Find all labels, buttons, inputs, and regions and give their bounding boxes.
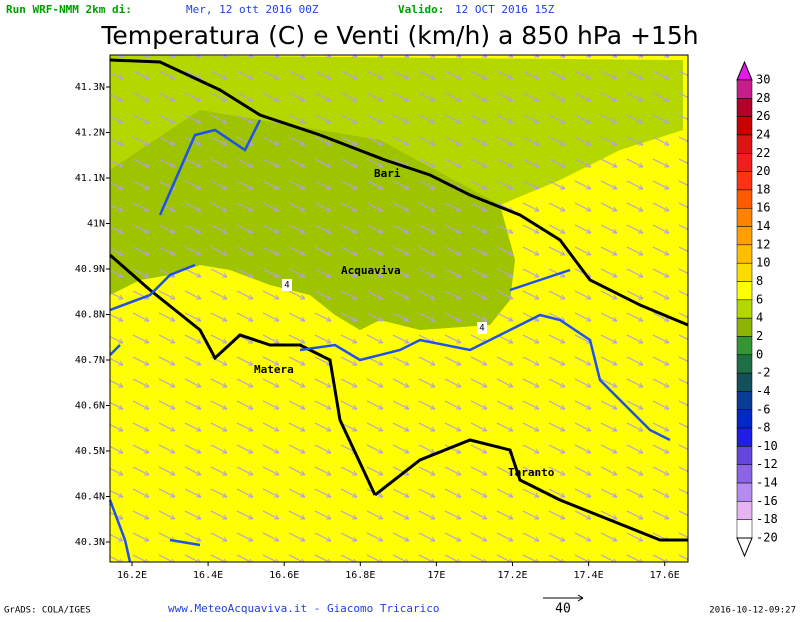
colorbar-segment (736, 427, 753, 447)
colorbar-label: 24 (756, 127, 770, 141)
colorbar-segment (736, 116, 753, 136)
colorbar-label: 14 (756, 219, 770, 233)
colorbar-label: -8 (756, 421, 770, 435)
colorbar-label: -18 (756, 512, 778, 526)
lat-label: 41.2N (75, 128, 105, 139)
colorbar-label: 30 (756, 73, 770, 87)
run-label: Run WRF-NMM 2km di: (6, 3, 132, 16)
colorbar-label: -12 (756, 457, 778, 471)
colorbar-segment (736, 464, 753, 484)
colorbar-label: -16 (756, 494, 778, 508)
colorbar-segment (736, 189, 753, 209)
lon-label: 17E (427, 570, 445, 581)
colorbar-segment (736, 482, 753, 502)
lat-label: 40.5N (75, 446, 105, 457)
colorbar-segment (736, 519, 753, 539)
colorbar-label: 4 (756, 311, 763, 325)
colorbar-label: 16 (756, 201, 770, 215)
colorbar-label: 0 (756, 347, 763, 361)
credits: GrADS: COLA/IGES (4, 606, 91, 616)
lat-label: 40.9N (75, 264, 105, 275)
colorbar-label: 6 (756, 292, 763, 306)
colorbar-label: 12 (756, 237, 770, 251)
colorbar-label: 20 (756, 164, 770, 178)
lon-label: 17.2E (497, 570, 527, 581)
colorbar-bottom (736, 537, 753, 558)
colorbar-label: 10 (756, 256, 770, 270)
colorbar-label: -4 (756, 384, 770, 398)
site: www.MeteoAcquaviva.it - Giacomo Tricaric… (168, 602, 440, 615)
map (108, 54, 689, 563)
wind-scale: 40 (555, 602, 571, 617)
colorbar-segment (736, 501, 753, 520)
lon-label: 16.6E (269, 570, 299, 581)
lon-label: 16.4E (193, 570, 223, 581)
title: Temperatura (C) e Venti (km/h) a 850 hPa… (100, 21, 698, 50)
colorbar-top (736, 60, 753, 81)
colorbar: 302826242220181614121086420-2-4-6-8-10-1… (736, 60, 778, 558)
lat-label: 41.3N (75, 82, 105, 93)
contour-label-bg (282, 279, 292, 291)
colorbar-segment (736, 281, 753, 301)
colorbar-label: -6 (756, 402, 770, 416)
colorbar-label: 28 (756, 91, 770, 105)
colorbar-segment (736, 226, 753, 246)
lon-label: 16.8E (345, 570, 375, 581)
colorbar-segment (736, 171, 753, 191)
lat-label: 40.7N (75, 355, 105, 366)
valid-date: 12 OCT 2016 15Z (455, 3, 555, 16)
colorbar-label: -20 (756, 531, 778, 545)
colorbar-label: 18 (756, 182, 770, 196)
lon-label: 16.2E (117, 570, 147, 581)
colorbar-segment (736, 317, 753, 337)
city-label: Bari (374, 167, 401, 180)
lat-label: 41.1N (75, 173, 105, 184)
colorbar-segment (736, 336, 753, 356)
colorbar-segment (736, 354, 753, 374)
colorbar-label: -10 (756, 439, 778, 453)
lat-label: 41N (87, 219, 105, 230)
city-label: Acquaviva (341, 264, 401, 277)
colorbar-label: 22 (756, 146, 770, 160)
valid-label: Valido: (398, 3, 444, 16)
colorbar-segment (736, 207, 753, 227)
colorbar-segment (736, 134, 753, 154)
lat-label: 40.6N (75, 401, 105, 412)
colorbar-segment (736, 391, 753, 411)
lon-label: 17.6E (650, 570, 680, 581)
colorbar-segment (736, 98, 753, 117)
wind-scale-arrow (543, 594, 584, 602)
city-label: Matera (254, 363, 294, 376)
run-date: Mer, 12 ott 2016 00Z (186, 3, 319, 16)
timestamp: 2016-10-12-09:27 (709, 606, 796, 616)
colorbar-segment (736, 79, 753, 99)
lat-label: 40.8N (75, 310, 105, 321)
contour-label: 4 (284, 281, 289, 291)
colorbar-label: 8 (756, 274, 763, 288)
contour-label: 4 (479, 324, 484, 334)
colorbar-label: -14 (756, 476, 778, 490)
lon-label: 17.4E (574, 570, 604, 581)
colorbar-label: 26 (756, 109, 770, 123)
contour-label-bg (477, 322, 487, 334)
colorbar-segment (736, 409, 753, 429)
lat-label: 40.3N (75, 537, 105, 548)
colorbar-segment (736, 446, 753, 465)
city-label: Taranto (508, 466, 555, 479)
colorbar-segment (736, 299, 753, 319)
colorbar-segment (736, 372, 753, 392)
lat-label: 40.4N (75, 492, 105, 503)
colorbar-segment (736, 153, 753, 172)
colorbar-label: 2 (756, 329, 763, 343)
colorbar-segment (736, 244, 753, 264)
colorbar-label: -2 (756, 366, 770, 380)
colorbar-segment (736, 262, 753, 282)
